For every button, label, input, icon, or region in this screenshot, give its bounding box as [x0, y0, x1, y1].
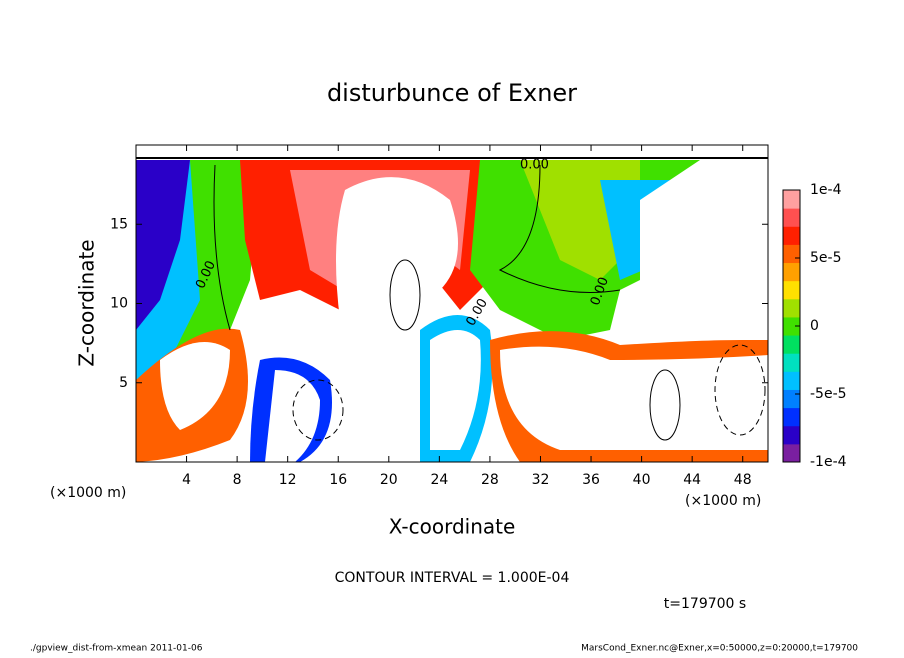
footer-left: ./gpview_dist-from-xmean 2011-01-06: [30, 644, 203, 654]
y-axis-label: Z-coordinate: [75, 239, 99, 366]
time-label: t=179700 s: [664, 596, 746, 612]
y-tick-label: 15: [110, 216, 128, 232]
colorbar-segment: [783, 316, 800, 336]
colorbar-segment: [783, 389, 800, 409]
x-tick-label: 40: [633, 472, 651, 488]
colorbar-segment: [783, 335, 800, 354]
colorbar-segment: [783, 425, 800, 445]
x-tick-label: 8: [233, 472, 242, 488]
colorbar-segment: [783, 208, 800, 227]
chart-title: disturbunce of Exner: [327, 79, 577, 107]
contour-interval: CONTOUR INTERVAL = 1.000E-04: [335, 570, 570, 586]
colorbar-segment: [783, 244, 800, 264]
contour-field: [136, 145, 768, 462]
x-unit: (×1000 m): [50, 485, 126, 501]
colorbar-segment: [783, 407, 800, 427]
x-tick-label: 44: [683, 472, 701, 488]
colorbar-segment: [783, 280, 800, 300]
colorbar-tick-label: 1e-4: [810, 182, 842, 198]
colorbar-tick-label: 0: [810, 318, 819, 334]
colorbar-tick-label: -5e-5: [810, 386, 847, 402]
colorbar-tick-label: -1e-4: [810, 454, 847, 470]
colorbar-segment: [783, 353, 800, 372]
colorbar-segment: [783, 262, 800, 282]
x-axis-label: X-coordinate: [389, 515, 516, 539]
x-tick-label: 36: [582, 472, 600, 488]
x-unit: (×1000 m): [685, 493, 761, 509]
x-tick-label: 20: [380, 472, 398, 488]
x-tick-label: 12: [279, 472, 297, 488]
footer-right: MarsCond_Exner.nc@Exner,x=0:50000,z=0:20…: [581, 644, 858, 654]
x-tick-label: 48: [734, 472, 752, 488]
colorbar-tick-label: 5e-5: [810, 250, 841, 266]
colorbar-segment: [783, 298, 800, 318]
x-tick-label: 32: [532, 472, 550, 488]
x-tick-label: 16: [329, 472, 347, 488]
colorbar-segment: [783, 190, 800, 209]
y-tick-label: 10: [110, 296, 128, 312]
colorbar-segment: [783, 226, 800, 245]
x-tick-label: 28: [481, 472, 499, 488]
x-tick-label: 4: [182, 472, 191, 488]
y-tick-label: 5: [119, 375, 128, 391]
contour-label: 0.00: [520, 158, 549, 173]
colorbar-segment: [783, 443, 800, 463]
colorbar-segment: [783, 371, 800, 390]
x-tick-label: 24: [430, 472, 448, 488]
